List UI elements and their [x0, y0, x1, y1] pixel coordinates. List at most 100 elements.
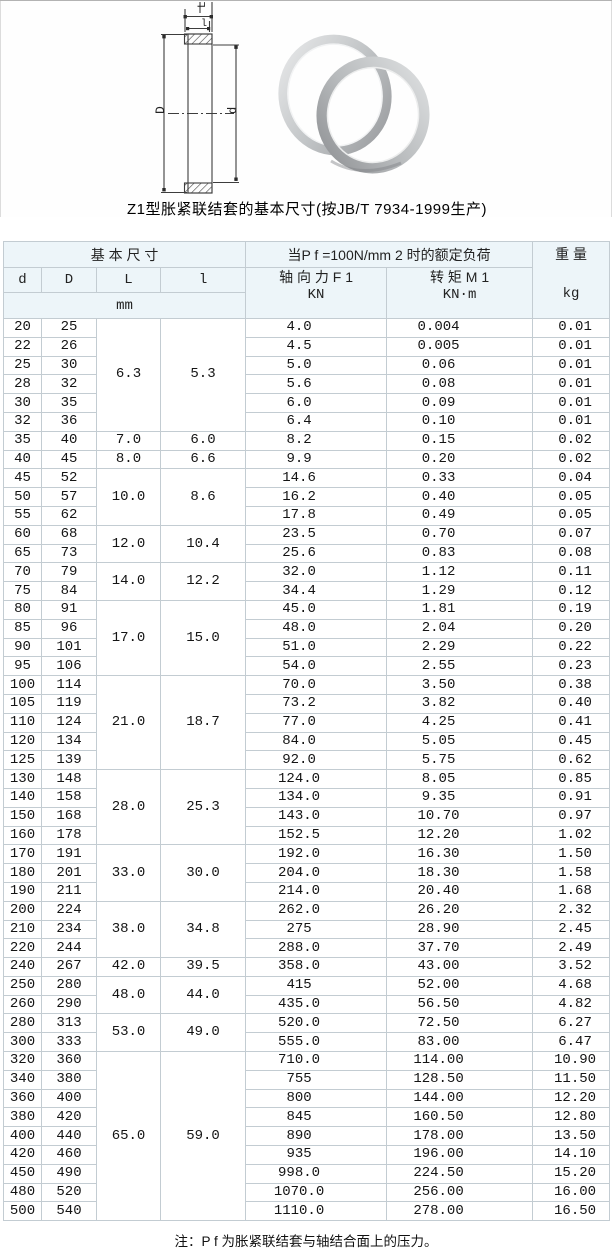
- cell-L: 6.3: [96, 318, 161, 432]
- cell-l: 59.0: [159, 1051, 247, 1222]
- cell-kg: 2.49: [532, 938, 611, 959]
- cell-D: 106: [41, 656, 97, 677]
- cell-D: 224: [41, 900, 97, 921]
- cell-D: 420: [41, 1107, 97, 1128]
- cell-kg: 4.82: [532, 994, 611, 1015]
- cell-L: 14.0: [96, 562, 161, 601]
- cell-D: 178: [41, 825, 97, 846]
- cell-d: 130: [3, 769, 42, 789]
- cell-l: 10.4: [159, 524, 247, 564]
- table-row: 75 84 34.4 1.29 0.12: [3, 581, 611, 601]
- cell-f1: 4.5: [245, 336, 388, 357]
- cell-l: 18.7: [159, 675, 247, 771]
- table-row: 180 201 204.0 18.30 1.58: [3, 863, 611, 883]
- cell-D: 313: [41, 1013, 97, 1034]
- cell-f1: 845: [245, 1107, 388, 1128]
- cell-d: 90: [3, 637, 42, 658]
- cell-L: 17.0: [96, 599, 161, 677]
- cell-f1: 143.0: [245, 806, 388, 827]
- cell-L: 7.0: [96, 430, 161, 451]
- cell-f1: 34.4: [245, 581, 388, 601]
- cell-D: 201: [41, 863, 97, 883]
- cell-l: 6.6: [159, 449, 247, 470]
- cell-D: 84: [41, 581, 97, 601]
- cell-m1: 178.00: [386, 1126, 534, 1147]
- table-row: 160 178 152.5 12.20 1.02: [3, 825, 611, 846]
- cell-L: 28.0: [96, 769, 161, 846]
- cell-m1: 3.50: [386, 675, 534, 695]
- cell-D: 96: [41, 618, 97, 639]
- cell-m1: 26.20: [386, 900, 534, 921]
- cell-f1: 134.0: [245, 787, 388, 808]
- table-row: 120 134 84.0 5.05 0.45: [3, 731, 611, 752]
- footnote: 注：P f 为胀紧联结套与轴结合面上的压力。: [174, 1234, 438, 1249]
- cell-d: 500: [3, 1201, 42, 1222]
- cell-f1: 92.0: [245, 750, 388, 771]
- cell-l: 34.8: [159, 900, 247, 959]
- header-axial-force: 轴 向 力 F 1 KN: [245, 267, 388, 319]
- cell-kg: 0.01: [532, 355, 611, 376]
- table-row: 55 62 17.8 0.49 0.05: [3, 505, 611, 526]
- cell-m1: 1.12: [386, 562, 534, 583]
- cell-D: 134: [41, 731, 97, 752]
- table-row: 80 91 17.0 15.0 45.0 1.81 0.19: [3, 599, 611, 677]
- cell-d: 210: [3, 919, 42, 940]
- cell-d: 28: [3, 374, 42, 395]
- cell-D: 290: [41, 994, 97, 1015]
- cell-D: 244: [41, 938, 97, 959]
- cell-d: 20: [3, 318, 42, 338]
- cell-D: 380: [41, 1069, 97, 1090]
- table-row: 28 32 5.6 0.08 0.01: [3, 374, 611, 395]
- cell-f1: 73.2: [245, 693, 388, 714]
- table-row: 100 114 21.0 18.7 70.0 3.50 0.38: [3, 675, 611, 771]
- torque-label: 转 矩 M 1: [429, 269, 490, 285]
- cell-kg: 0.01: [532, 336, 611, 357]
- cell-kg: 1.02: [532, 825, 611, 846]
- cell-D: 139: [41, 750, 97, 771]
- header-col-L: L: [96, 267, 161, 293]
- cell-d: 400: [3, 1126, 42, 1147]
- table-row: 220 244 288.0 37.70 2.49: [3, 938, 611, 959]
- table-row: 140 158 134.0 9.35 0.91: [3, 787, 611, 808]
- cell-m1: 196.00: [386, 1145, 534, 1165]
- cell-l: 15.0: [159, 599, 247, 677]
- cell-l: 49.0: [159, 1013, 247, 1053]
- cell-m1: 224.50: [386, 1163, 534, 1184]
- dim-label-D: D: [153, 106, 168, 114]
- cell-L: 8.0: [96, 449, 161, 470]
- cell-f1: 275: [245, 919, 388, 940]
- cell-f1: 14.6: [245, 468, 388, 489]
- cell-kg: 0.05: [532, 505, 611, 526]
- cell-D: 26: [41, 336, 97, 357]
- cell-f1: 54.0: [245, 656, 388, 677]
- cell-D: 540: [41, 1201, 97, 1222]
- cell-D: 280: [41, 975, 97, 996]
- cell-kg: 0.11: [532, 562, 611, 583]
- table-row: 380 420 845 160.50 12.80: [3, 1107, 611, 1128]
- weight-label: 重 量: [555, 246, 587, 262]
- cell-kg: 2.32: [532, 900, 611, 921]
- cell-D: 40: [41, 430, 97, 451]
- cell-m1: 12.20: [386, 825, 534, 846]
- cell-D: 490: [41, 1163, 97, 1184]
- table-row: 95 106 54.0 2.55 0.23: [3, 656, 611, 677]
- cell-d: 85: [3, 618, 42, 639]
- ring-back: [278, 34, 392, 156]
- table-row: 22 26 4.5 0.005 0.01: [3, 336, 611, 357]
- cell-f1: 124.0: [245, 769, 388, 789]
- table-row: 400 440 890 178.00 13.50: [3, 1126, 611, 1147]
- cell-m1: 43.00: [386, 957, 534, 977]
- cell-kg: 0.19: [532, 599, 611, 620]
- cell-kg: 12.20: [532, 1088, 611, 1109]
- cell-D: 79: [41, 562, 97, 583]
- cell-d: 100: [3, 675, 42, 695]
- table-row: 90 101 51.0 2.29 0.22: [3, 637, 611, 658]
- cell-kg: 14.10: [532, 1145, 611, 1165]
- cell-f1: 6.0: [245, 393, 388, 413]
- cell-kg: 0.07: [532, 524, 611, 545]
- cell-f1: 51.0: [245, 637, 388, 658]
- cell-f1: 6.4: [245, 411, 388, 432]
- table-row: 150 168 143.0 10.70 0.97: [3, 806, 611, 827]
- cell-d: 300: [3, 1032, 42, 1053]
